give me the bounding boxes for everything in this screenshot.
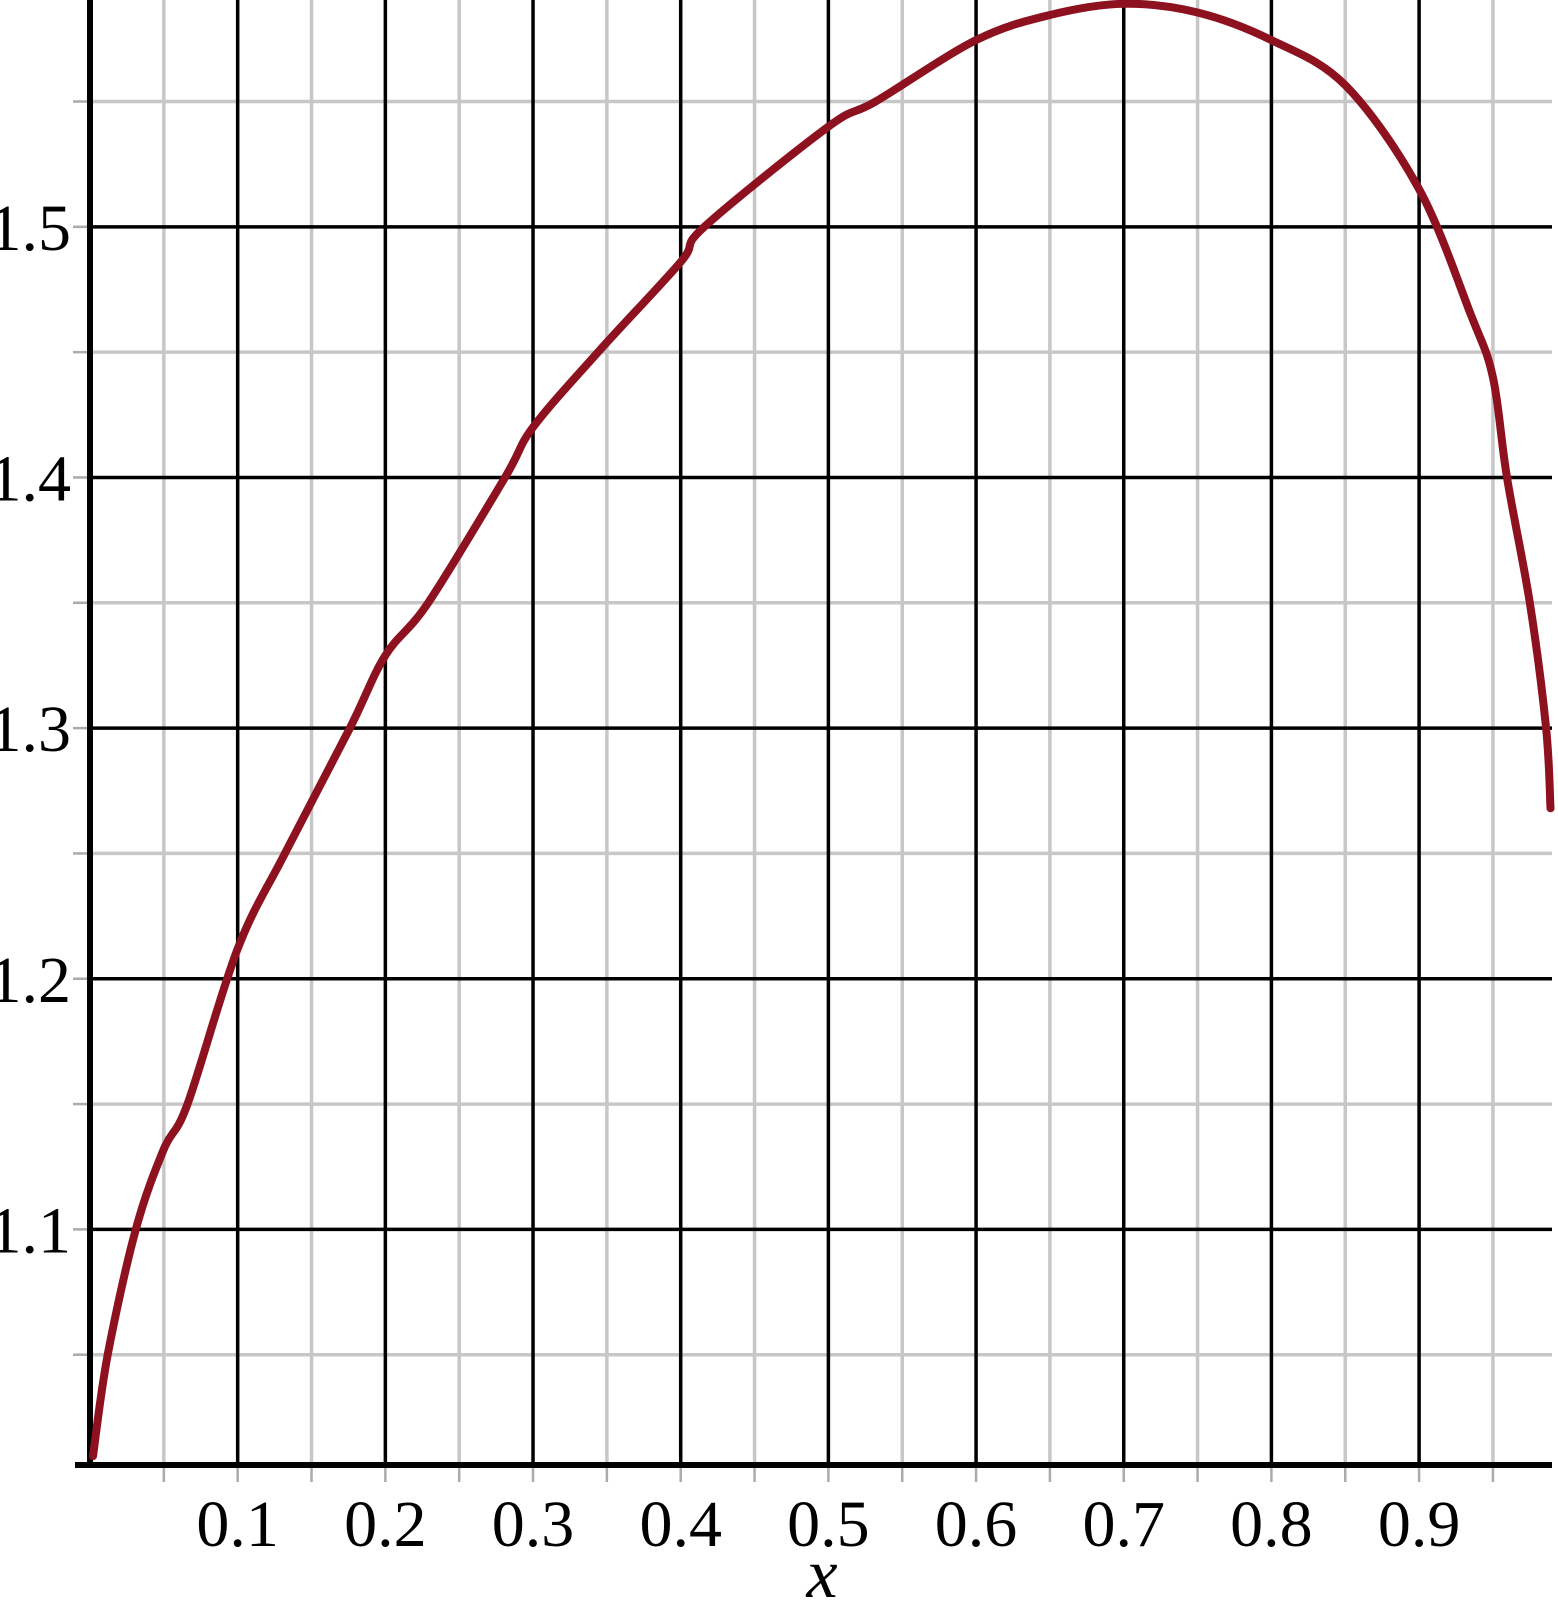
axes [75,0,1552,1468]
function-curve [89,0,1555,1461]
y-tick-label: 1.3 [0,693,71,766]
x-tick-label: 0.2 [344,1488,427,1561]
y-tick-label: 1.2 [0,944,71,1017]
data-series [89,0,1555,1461]
x-tick-label: 0.3 [492,1488,575,1561]
x-tick-label: 0.4 [639,1488,722,1561]
y-tick-label: 1.1 [0,1194,71,1267]
x-axis-title: x [805,1536,837,1604]
minor-gridlines [90,0,1552,1465]
x-tick-label: 0.8 [1230,1488,1313,1561]
x-tick-label: 0.5 [787,1488,870,1561]
x-tick-label: 0.1 [196,1488,279,1561]
axis-labels: 0.1 0.2 0.3 0.4 0.5 0.6 0.7 0.8 0.9 1.1 1.2 1.3 1.4 1… [0,192,1460,1561]
y-tick-label: 1.4 [0,442,71,515]
x-tick-label: 0.9 [1378,1488,1461,1561]
tick-marks [73,100,1495,1482]
y-tick-label: 1.5 [0,192,71,265]
x-tick-label: 0.7 [1082,1488,1165,1561]
major-gridlines [90,0,1552,1465]
x-tick-label: 0.6 [935,1488,1018,1561]
